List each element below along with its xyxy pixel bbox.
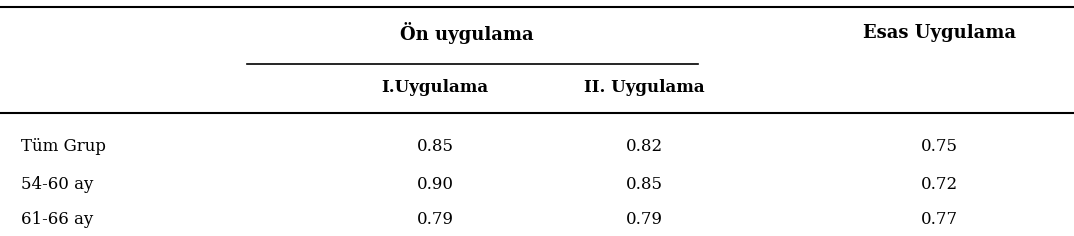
Text: Tüm Grup: Tüm Grup xyxy=(21,138,106,155)
Text: 0.79: 0.79 xyxy=(417,211,453,228)
Text: Esas Uygulama: Esas Uygulama xyxy=(863,24,1016,42)
Text: 54-60 ay: 54-60 ay xyxy=(21,176,93,193)
Text: 0.82: 0.82 xyxy=(626,138,663,155)
Text: 61-66 ay: 61-66 ay xyxy=(21,211,93,228)
Text: Ön uygulama: Ön uygulama xyxy=(401,22,534,44)
Text: 0.72: 0.72 xyxy=(921,176,958,193)
Text: I.Uygulama: I.Uygulama xyxy=(381,79,489,96)
Text: 0.77: 0.77 xyxy=(921,211,958,228)
Text: 0.79: 0.79 xyxy=(626,211,663,228)
Text: 0.85: 0.85 xyxy=(626,176,663,193)
Text: 0.85: 0.85 xyxy=(417,138,453,155)
Text: 0.75: 0.75 xyxy=(921,138,958,155)
Text: II. Uygulama: II. Uygulama xyxy=(584,79,705,96)
Text: 0.90: 0.90 xyxy=(417,176,453,193)
